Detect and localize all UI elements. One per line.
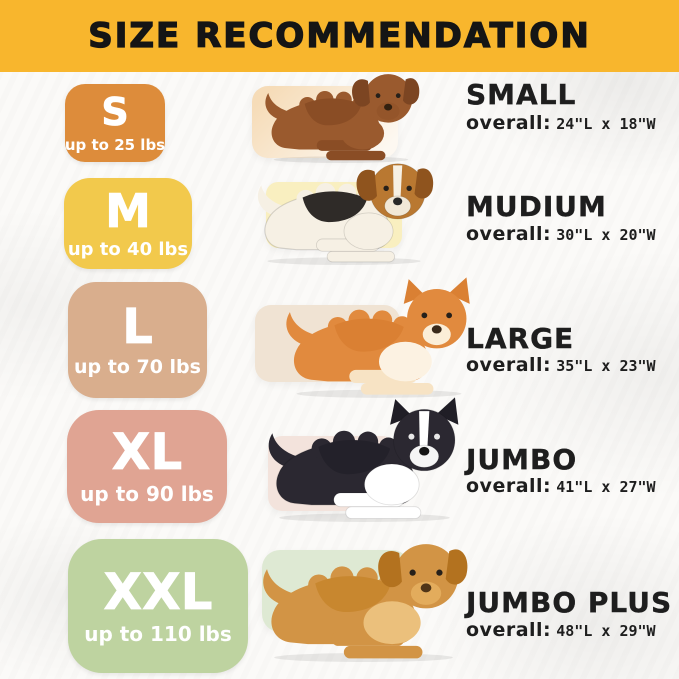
overall-value: 41"L x 27"W — [556, 478, 656, 496]
overall-value: 30"L x 20"W — [556, 226, 656, 244]
size-badge-xl: XL up to 90 lbs — [67, 410, 227, 523]
weight-range: up to 40 lbs — [67, 238, 189, 260]
size-letter: L — [122, 298, 153, 355]
size-name: SMALL — [466, 78, 577, 111]
weight-range: up to 110 lbs — [84, 621, 232, 646]
overall-dimensions: overall: 48"L x 29"W — [466, 619, 656, 641]
size-letter: XL — [111, 423, 183, 481]
overall-value: 35"L x 23"W — [556, 357, 656, 375]
overall-label: overall: — [466, 112, 552, 134]
size-name: JUMBO — [466, 443, 578, 476]
size-letter: M — [105, 183, 152, 238]
size-letter: XXL — [103, 562, 213, 621]
overall-value: 24"L x 18"W — [556, 115, 656, 133]
overall-dimensions: overall: 24"L x 18"W — [466, 112, 656, 134]
golden-retriever-photo — [263, 531, 468, 662]
header-banner: SIZE RECOMMENDATION — [0, 0, 679, 72]
overall-label: overall: — [466, 354, 552, 376]
size-badge-s: S up to 25 lbs — [65, 84, 165, 162]
weight-range: up to 25 lbs — [64, 135, 166, 154]
size-letter: S — [101, 89, 129, 134]
overall-dimensions: overall: 41"L x 27"W — [466, 475, 656, 497]
size-name: LARGE — [466, 322, 575, 355]
weight-range: up to 90 lbs — [80, 482, 214, 506]
overall-dimensions: overall: 35"L x 23"W — [466, 354, 656, 376]
size-badge-xxl: XXL up to 110 lbs — [68, 539, 248, 673]
size-name: MUDIUM — [466, 190, 607, 223]
size-badge-m: M up to 40 lbs — [64, 178, 192, 269]
overall-label: overall: — [466, 223, 552, 245]
page-title: SIZE RECOMMENDATION — [88, 15, 591, 56]
overall-dimensions: overall: 30"L x 20"W — [466, 223, 656, 245]
weight-range: up to 70 lbs — [74, 355, 201, 378]
overall-label: overall: — [466, 475, 552, 497]
overall-label: overall: — [466, 619, 552, 641]
overall-value: 48"L x 29"W — [556, 622, 656, 640]
size-name: JUMBO PLUS — [466, 586, 673, 619]
size-badge-l: L up to 70 lbs — [68, 282, 207, 398]
